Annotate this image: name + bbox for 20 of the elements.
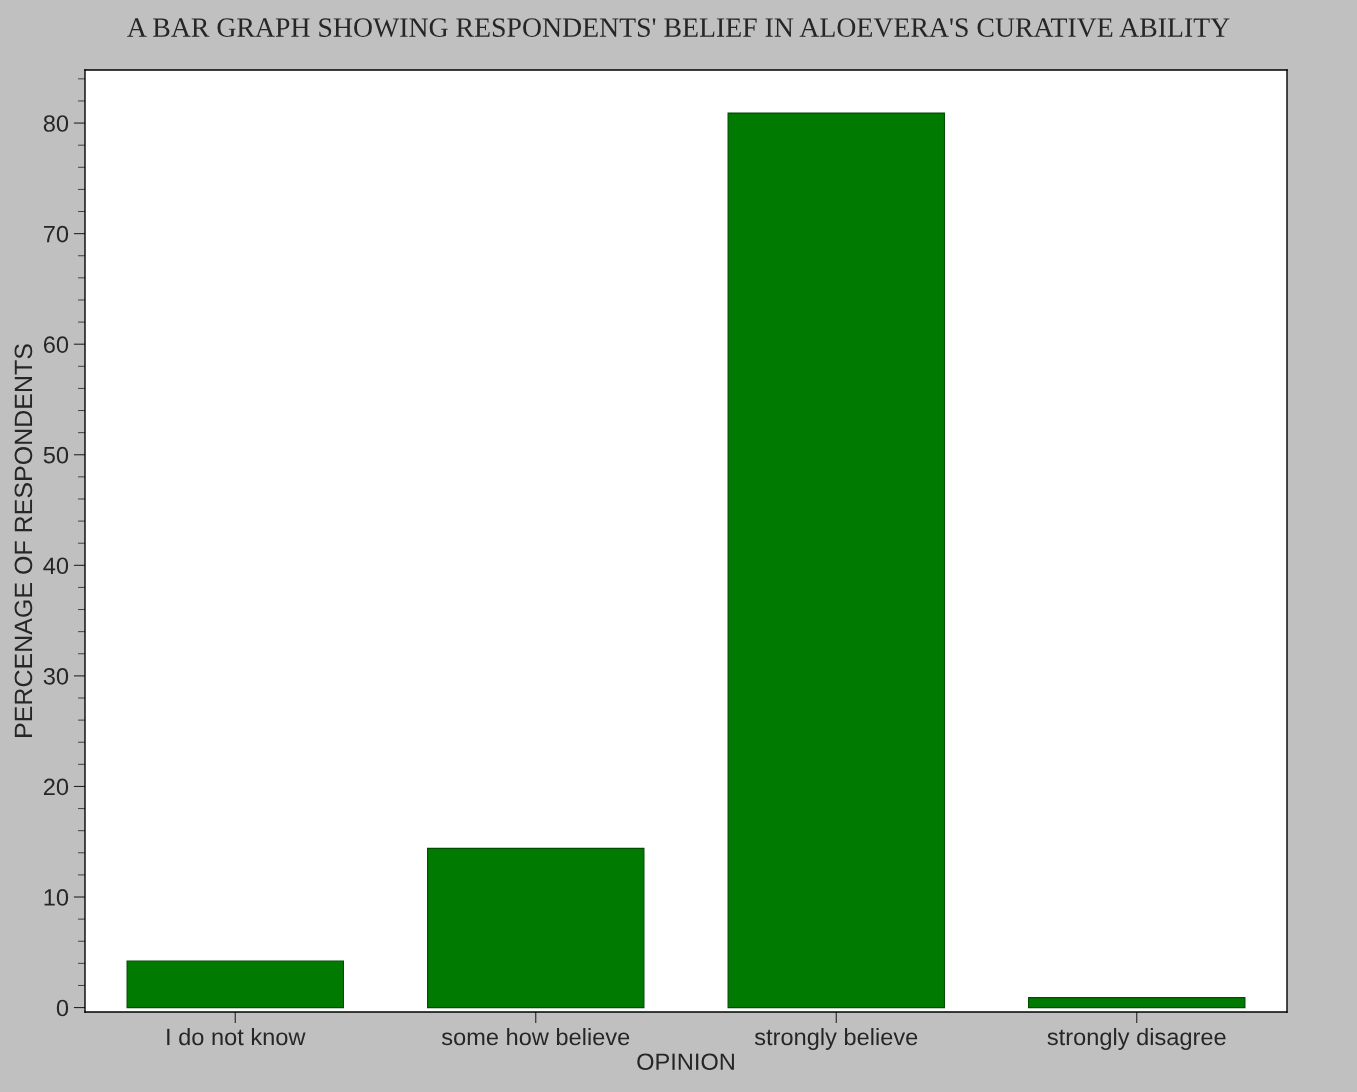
x-tick-label: I do not know	[167, 1027, 306, 1046]
bar	[1028, 997, 1246, 1009]
y-tick-label: 70	[43, 225, 69, 243]
bar	[126, 960, 344, 1009]
y-tick-label: 10	[44, 889, 69, 906]
y-tick-label: 30	[43, 667, 69, 685]
y-tick-label: 80	[43, 115, 69, 132]
chart-title: A BAR GRAPH SHOWING RESPONDENTS' BELIEF IN ALOEVERA'S CURATIVE ABILITY	[127, 18, 1230, 38]
y-tick-label: 60	[43, 336, 69, 353]
x-tick-label: strongly disagree	[1047, 1027, 1226, 1050]
y-tick-label: 40	[43, 557, 69, 575]
x-axis-title: OPINION	[637, 1053, 734, 1071]
y-tick-label: 0	[56, 999, 69, 1017]
x-tick-label: some how believe	[441, 1027, 630, 1046]
y-tick-label: 50	[43, 446, 69, 464]
bar	[427, 847, 645, 1009]
x-tick-label: strongly believe	[754, 1027, 918, 1050]
bar	[727, 112, 945, 1009]
y-axis-title: PERCENAGE OF RESPONDENTS	[14, 344, 33, 737]
y-tick-label: 20	[43, 778, 69, 796]
